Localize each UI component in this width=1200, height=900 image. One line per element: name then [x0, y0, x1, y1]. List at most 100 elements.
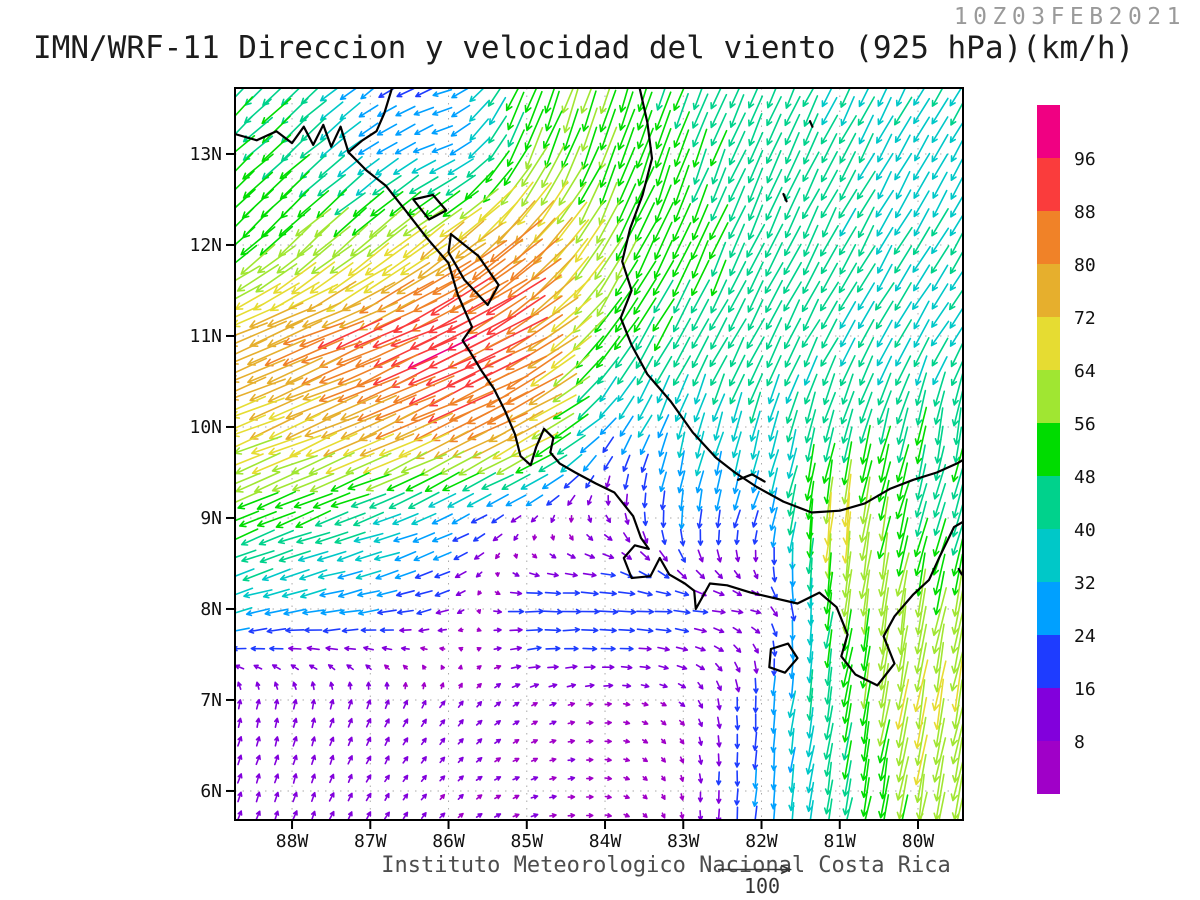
wind-arrow: [412, 532, 436, 543]
wind-arrow: [531, 553, 538, 559]
colorbar-tick-label: 48: [1074, 467, 1096, 488]
coastline-path: [235, 123, 963, 687]
wind-arrow: [640, 551, 651, 561]
wind-arrow: [894, 319, 912, 348]
wind-arrow: [394, 570, 417, 580]
wind-arrow: [623, 473, 630, 490]
wind-arrow: [319, 357, 382, 385]
colorbar-tick-label: 72: [1074, 308, 1096, 329]
wind-arrow: [675, 646, 689, 652]
wind-arrow: [895, 756, 910, 801]
wind-arrow: [283, 322, 344, 346]
wind-arrow: [420, 774, 427, 782]
wind-arrow: [932, 189, 948, 218]
wind-arrow: [933, 445, 945, 481]
wind-arrow: [654, 91, 672, 131]
wind-arrow: [858, 549, 872, 600]
wind-arrow: [752, 786, 758, 807]
wind-arrow: [895, 552, 910, 597]
wind-arrow: [339, 88, 358, 101]
wind-arrow: [709, 299, 729, 331]
wind-arrow: [672, 297, 691, 333]
wind-arrow: [545, 645, 561, 652]
wind-arrow: [661, 775, 666, 782]
wind-arrow: [733, 570, 741, 579]
wind-arrow: [402, 811, 409, 820]
wind-arrow: [305, 432, 358, 458]
wind-arrow: [771, 623, 778, 637]
wind-arrow: [857, 300, 875, 329]
wind-arrow: [878, 407, 890, 445]
wind-arrow: [347, 717, 353, 728]
wind-arrow: [659, 471, 667, 493]
wind-arrow: [915, 355, 928, 386]
wind-arrow: [731, 609, 744, 615]
colorbar-segment: [1037, 635, 1060, 688]
wind-arrow: [357, 608, 380, 616]
wind-arrow: [560, 453, 583, 473]
wind-arrow: [605, 494, 611, 506]
wind-arrow: [746, 318, 765, 349]
wind-arrow: [328, 262, 372, 294]
wind-arrow: [260, 206, 292, 238]
wind-arrow: [895, 678, 910, 730]
reference-arrow-icon: [718, 864, 792, 875]
wind-arrow: [658, 451, 668, 475]
wind-arrow: [427, 392, 494, 424]
wind-arrow: [912, 282, 932, 310]
wind-arrow: [235, 265, 261, 282]
wind-arrow: [877, 171, 892, 200]
wind-arrow: [877, 719, 891, 764]
wind-arrow: [951, 623, 963, 674]
wind-arrow: [420, 756, 427, 764]
wind-arrow: [320, 609, 343, 616]
wind-arrow: [243, 589, 273, 599]
wind-arrow: [698, 718, 703, 728]
wind-arrow: [896, 737, 909, 783]
wind-arrow: [274, 754, 280, 766]
wind-arrow: [580, 88, 593, 114]
wind-arrow: [510, 515, 522, 523]
axis-ticks-and-labels: 13N 12N 11N 10N 9N 8N 7N 6N 88W 87W 86W 85W 84W 83W 82…: [189, 144, 934, 852]
wind-arrow: [747, 131, 764, 165]
lat-tick-label: 11N: [189, 326, 222, 347]
wind-arrow: [711, 609, 726, 615]
wind-arrow: [806, 763, 815, 794]
wind-arrow: [235, 244, 258, 265]
wind-arrow: [931, 302, 949, 328]
wind-arrow: [377, 609, 397, 616]
wind-arrow: [710, 186, 727, 222]
wind-arrow: [674, 374, 689, 405]
wind-arrow: [428, 316, 494, 351]
wind-arrow: [752, 713, 759, 733]
wind-arrow: [914, 483, 928, 518]
wind-arrow: [661, 812, 666, 819]
wind-arrow: [713, 627, 725, 634]
wind-arrow: [586, 701, 594, 707]
wind-arrow: [642, 492, 648, 509]
wind-arrow: [838, 281, 858, 312]
wind-arrow: [372, 513, 402, 526]
wind-arrow: [235, 303, 265, 318]
wind-arrow: [735, 549, 741, 563]
wind-arrow: [475, 775, 483, 781]
wind-arrow: [839, 132, 857, 164]
wind-arrow: [457, 719, 464, 727]
wind-arrow: [418, 627, 430, 633]
wind-arrow: [604, 701, 612, 707]
wind-arrow: [316, 550, 347, 563]
wind-arrow: [633, 297, 657, 333]
wind-arrow: [652, 260, 675, 296]
wind-arrow: [678, 508, 685, 530]
wind-arrow: [334, 192, 366, 216]
wind-arrow: [255, 681, 261, 690]
colorbar-segment: [1037, 264, 1060, 317]
wind-arrow: [295, 208, 332, 237]
wind-arrow: [602, 436, 615, 453]
wind-arrow: [914, 535, 928, 577]
wind-arrow: [253, 664, 263, 670]
wind-arrow: [914, 605, 927, 655]
wind-arrow: [691, 298, 710, 332]
wind-arrow: [716, 698, 722, 711]
wind-arrow: [764, 223, 784, 258]
